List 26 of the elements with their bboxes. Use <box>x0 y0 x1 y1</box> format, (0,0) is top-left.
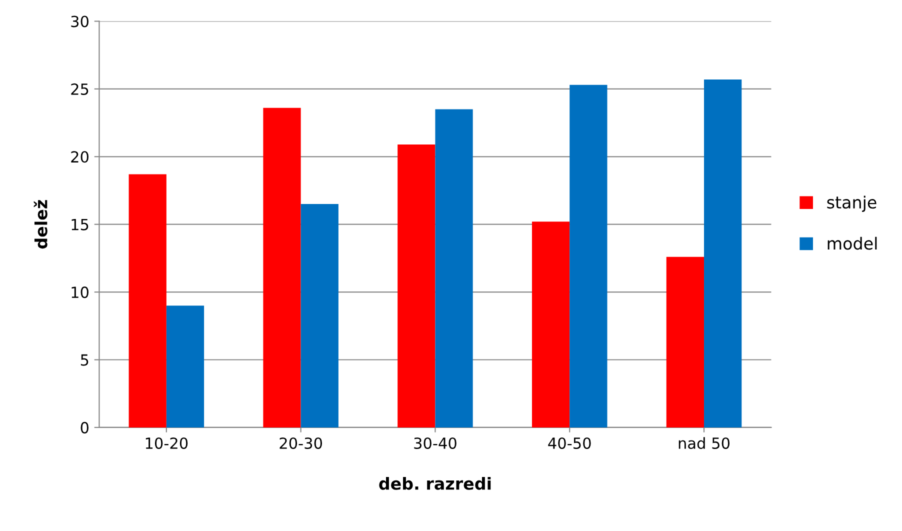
y-tick-label: 20 <box>71 151 88 163</box>
bar <box>704 79 742 428</box>
x-tick-label: 20-30 <box>280 437 322 450</box>
legend-label: model <box>828 236 877 250</box>
x-tick-label: nad 50 <box>678 437 730 450</box>
y-tick-label: 25 <box>71 83 88 95</box>
y-axis-title: delež <box>34 200 48 249</box>
bar <box>128 174 166 428</box>
bar <box>435 109 473 428</box>
y-tick-label: 0 <box>80 422 88 434</box>
x-tick-label: 10-20 <box>146 437 188 450</box>
legend-label: stanje <box>827 196 876 212</box>
bar <box>398 144 436 428</box>
x-axis-title: deb. razredi <box>379 476 491 490</box>
x-tick-label: 40-50 <box>548 437 591 450</box>
bar <box>666 256 704 428</box>
y-tick-label: 10 <box>72 286 88 298</box>
bar <box>166 306 204 428</box>
bar <box>532 222 570 428</box>
bar <box>570 84 608 428</box>
y-tick-label: 5 <box>80 354 88 366</box>
y-tick-label: 15 <box>72 219 88 230</box>
bar <box>263 108 301 428</box>
bar <box>300 204 338 428</box>
x-tick-label: 30-40 <box>414 437 456 450</box>
y-tick-label: 30 <box>71 16 88 28</box>
